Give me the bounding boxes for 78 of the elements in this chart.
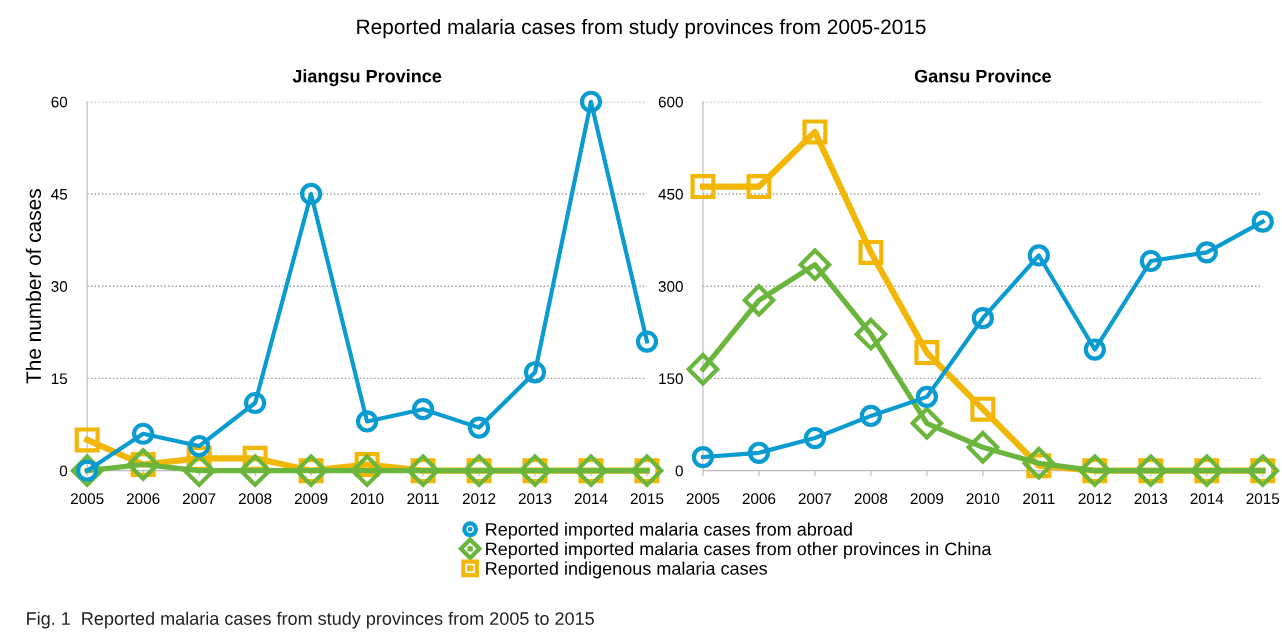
point xyxy=(914,340,940,366)
x-tick-label: 2009 xyxy=(910,493,944,505)
point xyxy=(854,317,888,351)
x-tick-label: 2008 xyxy=(238,493,272,505)
x-tick-label: 2008 xyxy=(854,493,888,505)
point xyxy=(74,427,100,453)
point xyxy=(244,391,267,415)
point xyxy=(635,330,659,353)
point xyxy=(798,248,832,282)
x-tick-label: 2005 xyxy=(686,493,720,505)
point xyxy=(238,454,272,487)
point xyxy=(132,422,155,445)
point xyxy=(467,416,491,439)
legend-label: Reported indigenous malaria cases xyxy=(486,561,768,579)
point xyxy=(1251,210,1274,233)
legend-label: Reported imported malaria cases from other provinces in China xyxy=(486,542,992,559)
y-tick-label: 300 xyxy=(658,281,683,292)
x-tick-label: 2006 xyxy=(742,493,776,505)
x-tick-label: 2013 xyxy=(518,493,552,505)
point xyxy=(971,307,994,330)
x-tick-label: 2014 xyxy=(1190,493,1224,505)
point xyxy=(915,385,938,408)
text: Reported malaria cases from study provinces from 2005-2015 xyxy=(357,18,926,39)
point xyxy=(691,446,715,469)
y-axis-title: The number of cases xyxy=(25,189,42,384)
x-tick-label: 2015 xyxy=(1246,493,1280,505)
y-tick-label: 60 xyxy=(51,96,68,108)
y-tick-label: 0 xyxy=(675,465,683,477)
point xyxy=(188,434,211,458)
x-tick-label: 2012 xyxy=(462,493,496,505)
point xyxy=(182,454,216,487)
point xyxy=(411,398,435,421)
point xyxy=(350,454,384,487)
point xyxy=(686,352,720,386)
y-tick-label: 0 xyxy=(59,465,68,477)
point xyxy=(690,174,716,200)
x-tick-label: 2005 xyxy=(70,493,104,505)
x-tick-label: 2007 xyxy=(182,493,216,505)
x-tick-label: 2010 xyxy=(966,493,1000,505)
point xyxy=(966,430,1000,464)
point xyxy=(299,182,323,206)
point xyxy=(1195,241,1218,264)
point xyxy=(859,404,883,428)
point xyxy=(803,426,827,450)
point xyxy=(746,174,772,200)
x-tick-label: 2013 xyxy=(1134,493,1168,505)
y-tick-label: 45 xyxy=(51,189,68,200)
chart-title: Jiangsu Province xyxy=(292,69,442,87)
x-tick-label: 2009 xyxy=(294,493,328,505)
point xyxy=(1139,249,1162,273)
point xyxy=(970,396,996,422)
x-tick-label: 2011 xyxy=(1023,493,1055,505)
x-tick-label: 2012 xyxy=(1078,493,1112,505)
point xyxy=(747,441,771,464)
point xyxy=(742,284,776,317)
y-tick-label: 600 xyxy=(658,96,683,108)
chart-title: Gansu Province xyxy=(914,69,1051,83)
caption: Fig. 1 Reported malaria cases from study provinces from 2005 to 2015 xyxy=(27,611,594,629)
point xyxy=(355,410,379,433)
y-tick-label: 15 xyxy=(51,373,68,385)
y-tick-label: 150 xyxy=(659,373,683,385)
point xyxy=(910,406,944,440)
point xyxy=(858,239,884,265)
point xyxy=(523,361,547,384)
point xyxy=(1027,244,1050,267)
legend-label: Reported imported malaria cases from abroad xyxy=(486,522,852,540)
point xyxy=(1022,446,1056,480)
point xyxy=(579,90,603,113)
x-tick-label: 2007 xyxy=(798,493,832,505)
point xyxy=(802,119,828,145)
y-tick-label: 450 xyxy=(658,188,683,200)
x-tick-label: 2015 xyxy=(630,493,664,505)
x-tick-label: 2011 xyxy=(407,493,439,505)
y-tick-label: 30 xyxy=(51,281,68,292)
point xyxy=(1083,338,1106,361)
x-tick-label: 2014 xyxy=(574,493,608,505)
x-tick-label: 2006 xyxy=(126,493,160,505)
x-tick-label: 2010 xyxy=(350,493,384,505)
